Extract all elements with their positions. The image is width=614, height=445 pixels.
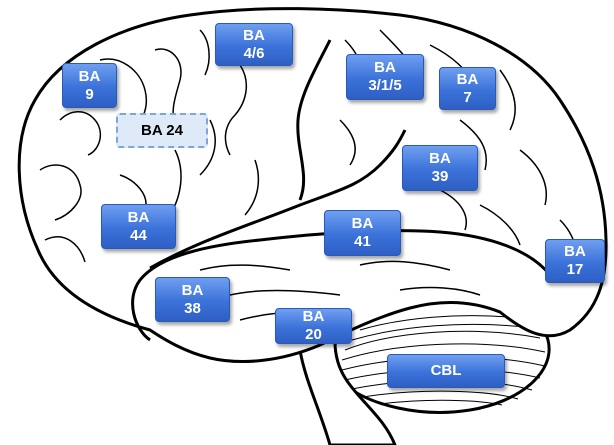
lateral-sulcus bbox=[149, 129, 407, 270]
label-ba-7: BA 7 bbox=[439, 67, 496, 110]
label-ba-39: BA 39 bbox=[402, 145, 478, 191]
central-sulcus bbox=[296, 39, 332, 201]
label-ba-9: BA 9 bbox=[62, 63, 117, 108]
brainstem bbox=[298, 344, 397, 445]
label-ba-17: BA 17 bbox=[545, 239, 605, 283]
label-ba-4-6: BA 4/6 bbox=[215, 23, 293, 66]
label-ba-41: BA 41 bbox=[324, 210, 401, 256]
label-ba-3-1-5: BA 3/1/5 bbox=[346, 54, 424, 100]
label-ba-38: BA 38 bbox=[155, 277, 230, 322]
label-ba-44: BA 44 bbox=[101, 204, 176, 249]
label-ba-24: BA 24 bbox=[116, 113, 208, 148]
label-cbl: CBL bbox=[387, 354, 505, 388]
label-ba-20: BA 20 bbox=[275, 308, 352, 344]
